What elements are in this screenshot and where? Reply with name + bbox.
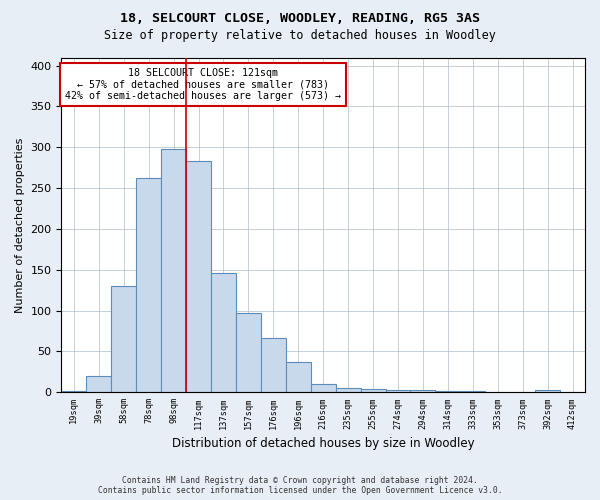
Bar [261, 338, 286, 392]
Bar [386, 390, 410, 392]
Text: Size of property relative to detached houses in Woodley: Size of property relative to detached ho… [104, 29, 496, 42]
Bar [161, 149, 186, 392]
Bar [61, 390, 86, 392]
Bar [236, 313, 261, 392]
Text: Contains HM Land Registry data © Crown copyright and database right 2024.
Contai: Contains HM Land Registry data © Crown c… [98, 476, 502, 495]
Bar [211, 273, 236, 392]
Bar [186, 161, 211, 392]
Bar [136, 178, 161, 392]
Text: 18 SELCOURT CLOSE: 121sqm
← 57% of detached houses are smaller (783)
42% of semi: 18 SELCOURT CLOSE: 121sqm ← 57% of detac… [65, 68, 341, 100]
X-axis label: Distribution of detached houses by size in Woodley: Distribution of detached houses by size … [172, 437, 475, 450]
Bar [335, 388, 361, 392]
Bar [311, 384, 335, 392]
Text: 18, SELCOURT CLOSE, WOODLEY, READING, RG5 3AS: 18, SELCOURT CLOSE, WOODLEY, READING, RG… [120, 12, 480, 26]
Bar [111, 286, 136, 393]
Bar [86, 376, 111, 392]
Bar [361, 389, 386, 392]
Bar [410, 390, 436, 392]
Bar [286, 362, 311, 392]
Y-axis label: Number of detached properties: Number of detached properties [15, 137, 25, 312]
Bar [535, 390, 560, 392]
